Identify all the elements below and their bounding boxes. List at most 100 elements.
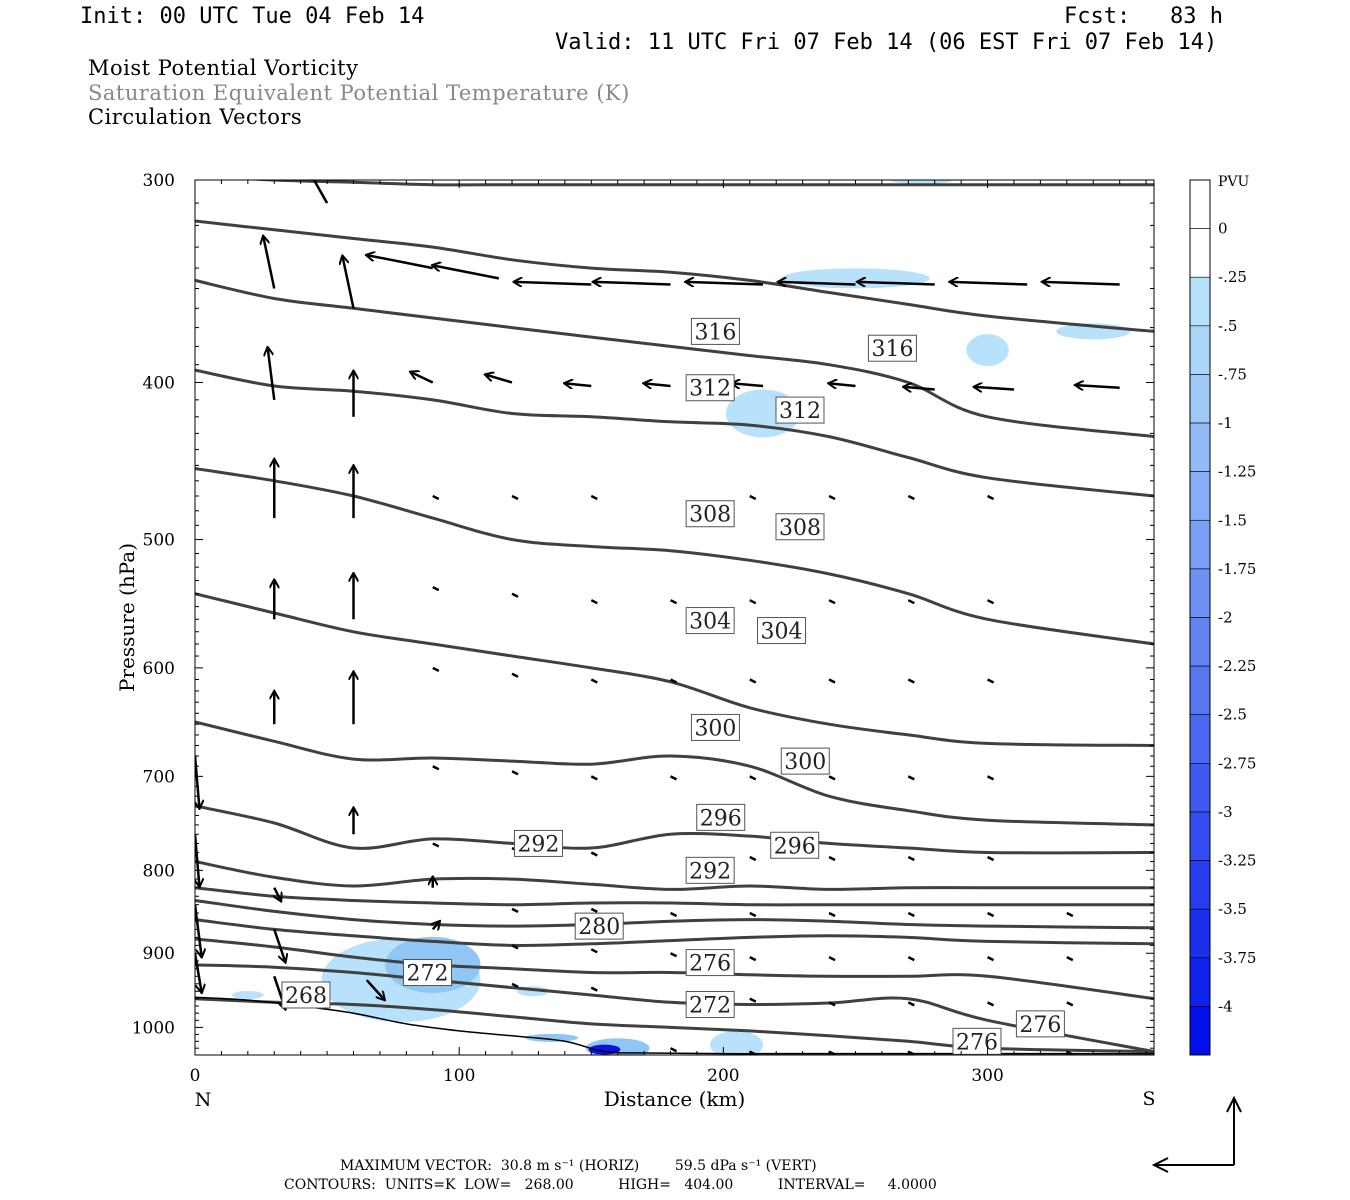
contour-label: 312 <box>779 399 821 424</box>
circulation-vector <box>590 678 598 684</box>
forecast-hour: Fcst: 83 h <box>1064 4 1223 29</box>
circulation-vector <box>1076 385 1120 388</box>
circulation-vector <box>907 1050 915 1055</box>
contour-label-box <box>690 317 740 345</box>
colorbar-swatch <box>1189 276 1211 327</box>
circulation-vector <box>565 383 592 386</box>
contour-label: 272 <box>406 962 448 987</box>
colorbar-swatch <box>1189 665 1211 716</box>
x-end-label-south: S <box>1142 1088 1155 1110</box>
x-axis-label: Distance (km) <box>604 1087 746 1111</box>
contour-label: 272 <box>689 994 731 1019</box>
contour-label: 276 <box>1019 1013 1061 1038</box>
circulation-vector <box>987 775 995 781</box>
contour-label: 308 <box>689 503 731 528</box>
circulation-vector <box>987 599 995 605</box>
circulation-vector <box>268 348 276 401</box>
colorbar-tick-label: -4 <box>1218 997 1233 1015</box>
colorbar-tick-label: -.75 <box>1218 365 1247 383</box>
contour-line-304 <box>195 592 1154 747</box>
title-thetaes: Saturation Equivalent Potential Temperat… <box>88 81 630 105</box>
circulation-vector <box>411 372 434 384</box>
contour-label-box <box>685 607 735 635</box>
init-time: Init: 00 UTC Tue 04 Feb 14 <box>80 4 425 29</box>
circulation-vector <box>669 1047 678 1053</box>
circulation-vector <box>433 922 440 930</box>
circulation-vector <box>828 911 836 918</box>
colorbar-tick-label: -3 <box>1218 803 1233 821</box>
circulation-vector <box>590 851 598 857</box>
contour-label-box <box>756 617 806 645</box>
circulation-vector <box>828 1050 836 1055</box>
contour-label-box <box>685 991 735 1019</box>
contour-label-box <box>696 803 746 831</box>
y-tick-label: 600 <box>143 659 175 679</box>
y-tick-label: 800 <box>143 861 175 881</box>
circulation-vector <box>749 956 757 962</box>
contour-label-box <box>513 829 563 857</box>
pv-blob <box>781 268 930 289</box>
colorbar-tick-label: -2.75 <box>1218 754 1256 772</box>
contour-line-284 <box>195 899 1154 930</box>
contour-line-324 <box>246 180 1154 187</box>
contour-label-box <box>780 747 830 775</box>
contour-layer <box>195 180 1154 1054</box>
circulation-vector <box>907 911 915 918</box>
circulation-vector <box>432 586 440 592</box>
x-tick-label: 200 <box>707 1066 739 1086</box>
circulation-vector <box>590 907 598 913</box>
colorbar-tick-label: -3.25 <box>1218 852 1256 870</box>
contour-label-layer: 268 272 272 276 276 276 280 292 292 296 296 300 300 3… <box>281 317 1065 1055</box>
circulation-vector <box>987 911 995 918</box>
x-end-label-north: N <box>195 1089 212 1111</box>
circulation-vector <box>195 755 199 808</box>
contour-label-box <box>685 856 735 884</box>
colorbar-tick-label: -2 <box>1218 609 1233 627</box>
circulation-vector <box>312 180 329 204</box>
footer-contours: CONTOURS: UNITS=K LOW= 268.00 HIGH= 404.… <box>284 1177 937 1193</box>
circulation-vector <box>669 775 678 781</box>
circulation-vector <box>274 887 281 901</box>
contour-label-box <box>685 949 735 977</box>
pv-blob <box>525 1033 579 1042</box>
circulation-vector <box>590 775 598 781</box>
colorbar-tick-label: -1.5 <box>1218 511 1247 529</box>
colorbar-tick-label: 0 <box>1218 220 1228 238</box>
contour-label-box <box>402 959 452 987</box>
circulation-vector <box>433 265 500 280</box>
contour-label: 296 <box>774 834 816 859</box>
contour-label-box <box>685 500 735 528</box>
contour-line-288 <box>195 886 1154 907</box>
colorbar-swatch <box>1189 374 1211 424</box>
colorbar-tick-label: -3.75 <box>1218 949 1256 967</box>
footer-max-vector: MAXIMUM VECTOR: 30.8 m s⁻¹ (HORIZ) 59.5 … <box>340 1158 817 1174</box>
x-tick-label: 300 <box>971 1066 1003 1086</box>
contour-label: 268 <box>285 984 327 1009</box>
colorbar: PVU 0 -.25 -.5 -.75 -1 -1.25 -1.5 -1.75 -2 -2.25 -2… <box>1189 174 1256 1056</box>
circulation-vector <box>669 911 678 918</box>
circulation-vector <box>749 911 757 918</box>
contour-label-box <box>952 1027 1002 1055</box>
circulation-vector <box>732 383 764 386</box>
contour-line-300 <box>195 720 1154 827</box>
y-tick-label: 1000 <box>132 1018 175 1038</box>
circulation-vector <box>828 678 836 684</box>
circulation-vector <box>749 997 757 1003</box>
contour-label: 316 <box>694 320 736 345</box>
circulation-vector <box>511 592 519 598</box>
circulation-vector <box>907 1001 915 1007</box>
circulation-vector <box>828 1001 836 1007</box>
colorbar-swatch <box>1189 860 1211 910</box>
contour-line-272 <box>195 963 1154 1054</box>
circulation-vector <box>432 666 440 672</box>
contour-label: 316 <box>871 337 913 362</box>
contour-line-268 <box>195 997 1154 1054</box>
vector-layer <box>195 180 1120 1055</box>
colorbar-frame <box>1189 179 1211 1056</box>
circulation-vector <box>432 765 440 771</box>
circulation-vector <box>1043 282 1120 285</box>
circulation-vector <box>907 775 915 781</box>
circulation-vector <box>749 494 757 501</box>
y-tick-label: 500 <box>143 531 175 551</box>
y-tick-label: 900 <box>143 944 175 964</box>
